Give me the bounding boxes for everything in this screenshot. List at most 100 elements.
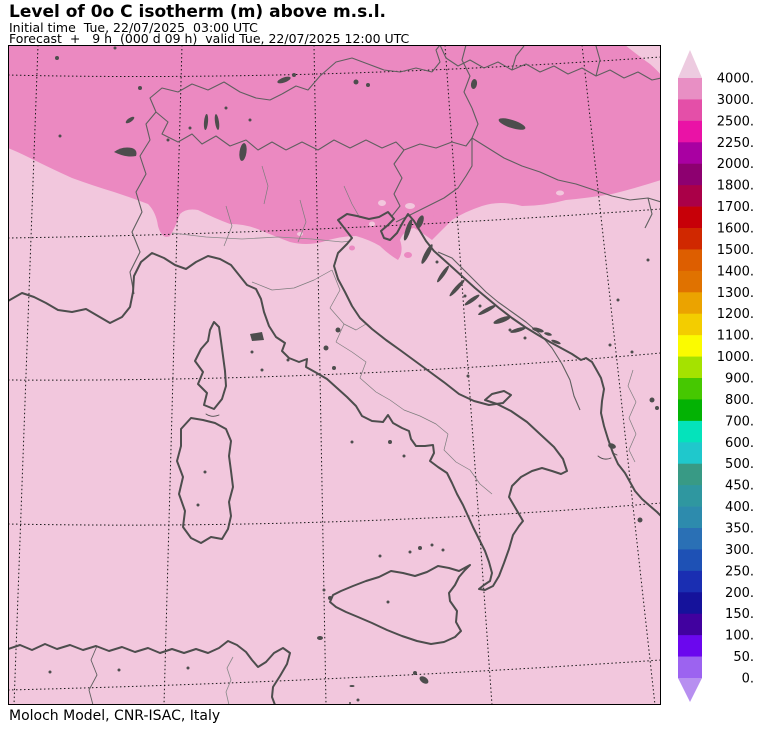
colorbar-level-label: 0. bbox=[742, 672, 754, 687]
colorbar-segment bbox=[678, 142, 702, 165]
medjerda-river bbox=[225, 656, 234, 705]
colorbar-segment bbox=[678, 463, 702, 486]
colorbar-level-label: 500. bbox=[725, 457, 754, 472]
elba-island bbox=[250, 332, 264, 341]
lake-skadar bbox=[608, 443, 616, 449]
pantelleria-island bbox=[317, 636, 323, 640]
colorbar-segment bbox=[678, 228, 702, 250]
colorbar-segment bbox=[678, 249, 702, 272]
austria-slovenia-border bbox=[403, 107, 479, 151]
algeria-tunisia-border bbox=[88, 645, 98, 705]
colorbar-labels: 4000. 3000. 2500. 2250. 2000. 1800. 1700. 1600.… bbox=[717, 72, 754, 687]
colorbar-level-label: 2000. bbox=[717, 157, 754, 172]
colorbar-level-label: 300. bbox=[725, 543, 754, 558]
lake-maggiore bbox=[203, 114, 209, 130]
country-borders bbox=[88, 45, 661, 705]
colorbar-segment bbox=[678, 99, 702, 122]
colorbar-level-label: 1600. bbox=[717, 222, 754, 237]
france-italy-border bbox=[129, 111, 157, 295]
hungary-croatia-border bbox=[471, 137, 661, 203]
colorbar-segment bbox=[678, 528, 702, 550]
slovakia-hungary-border bbox=[439, 45, 661, 81]
colorbar-segment bbox=[678, 485, 702, 507]
croatia-serbia-border bbox=[644, 197, 653, 229]
corfu-island bbox=[637, 517, 643, 523]
colorbar-level-label: 50. bbox=[733, 650, 754, 665]
colorbar-segment bbox=[678, 120, 702, 143]
colorbar-level-label: 1700. bbox=[717, 200, 754, 215]
colorbar-top-arrow bbox=[678, 50, 702, 78]
colorbar-segments bbox=[678, 78, 702, 679]
colorbar-level-label: 1300. bbox=[717, 286, 754, 301]
albania-coast-mark bbox=[597, 452, 618, 460]
colorbar-segment bbox=[678, 185, 702, 207]
lake-bracciano bbox=[332, 366, 336, 370]
lake-balaton bbox=[498, 118, 526, 130]
mainland-coast bbox=[8, 211, 661, 591]
forecast-line: Forecast + 9 h (000 d 09 h) valid Tue, 2… bbox=[9, 31, 410, 46]
colorbar-level-label: 400. bbox=[725, 500, 754, 515]
coastlines bbox=[8, 211, 661, 705]
colorbar-segment bbox=[678, 292, 702, 315]
po-river bbox=[171, 232, 351, 243]
ischia-island bbox=[388, 440, 392, 444]
lake-trasimeno bbox=[335, 327, 341, 333]
colorbar-bottom-arrow bbox=[678, 678, 702, 702]
colorbar-segment bbox=[678, 163, 702, 186]
colorbar-segment bbox=[678, 206, 702, 229]
colorbar-level-label: 1000. bbox=[717, 350, 754, 365]
malta-island bbox=[419, 676, 429, 684]
lake-ohrid bbox=[649, 397, 655, 403]
colorbar-level-label: 1100. bbox=[717, 329, 754, 344]
colorbar-level-label: 1200. bbox=[717, 307, 754, 322]
colorbar-level-label: 700. bbox=[725, 414, 754, 429]
lake-bolsena bbox=[323, 345, 329, 351]
colorbar-segment bbox=[678, 549, 702, 572]
tremiti-islands bbox=[466, 374, 470, 378]
colorbar-level-label: 1500. bbox=[717, 243, 754, 258]
colorbar-segment bbox=[678, 592, 702, 615]
colorbar-segment bbox=[678, 335, 702, 357]
colorbar-segment bbox=[678, 635, 702, 657]
colorbar-segment bbox=[678, 270, 702, 293]
corsica-coast bbox=[194, 321, 227, 410]
colorbar-segment bbox=[678, 313, 702, 336]
czech-border bbox=[431, 45, 441, 73]
colorbar-segment bbox=[678, 442, 702, 465]
colorbar-level-label: 800. bbox=[725, 393, 754, 408]
colorbar: 4000. 3000. 2500. 2250. 2000. 1800. 1700. 1600.… bbox=[678, 50, 754, 702]
north-africa-coast bbox=[8, 640, 291, 705]
graticule bbox=[8, 45, 661, 705]
bonifacio-strait-mark bbox=[205, 413, 220, 417]
colorbar-segment bbox=[678, 356, 702, 379]
map-frame bbox=[8, 45, 661, 705]
germany-austria-border bbox=[281, 57, 433, 95]
colorbar-segment bbox=[678, 613, 702, 636]
lakes-and-islands bbox=[48, 46, 659, 704]
lake-neusiedl bbox=[470, 79, 478, 89]
croatia-bosnia-border bbox=[437, 251, 581, 411]
colorbar-segment bbox=[678, 420, 702, 443]
colorbar-segment bbox=[678, 656, 702, 679]
colorbar-segment bbox=[678, 378, 702, 400]
gozo-island bbox=[413, 671, 417, 675]
colorbar-level-label: 250. bbox=[725, 564, 754, 579]
ponza-island bbox=[350, 440, 354, 444]
lampedusa-island bbox=[349, 685, 355, 687]
switzerland-italy-border bbox=[155, 111, 287, 151]
lake-como bbox=[214, 114, 220, 130]
colorbar-level-label: 2250. bbox=[717, 136, 754, 151]
colorbar-level-label: 350. bbox=[725, 522, 754, 537]
colorbar-level-label: 100. bbox=[725, 629, 754, 644]
slovenia-croatia-border bbox=[395, 138, 473, 223]
sicily-coast bbox=[329, 564, 471, 645]
colorbar-level-label: 1400. bbox=[717, 264, 754, 279]
initial-time-line: Initial time Tue, 22/07/2025 03:00 UTC bbox=[9, 20, 258, 35]
rivers bbox=[171, 232, 351, 705]
capri-island bbox=[402, 454, 406, 458]
lake-constance bbox=[277, 76, 291, 84]
colorbar-level-label: 450. bbox=[725, 479, 754, 494]
